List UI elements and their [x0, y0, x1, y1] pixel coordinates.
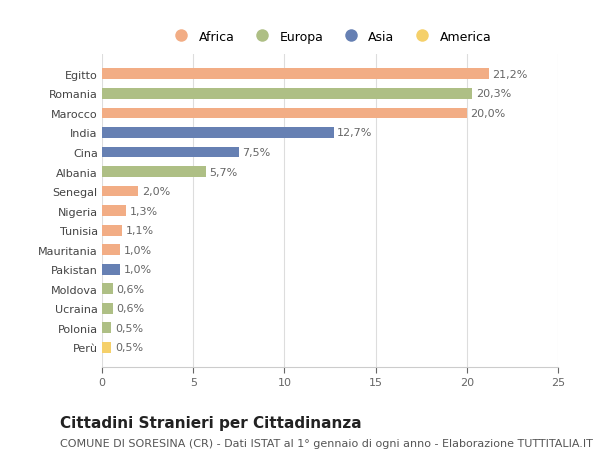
Bar [102, 186, 139, 197]
Bar [102, 108, 467, 119]
Text: 0,5%: 0,5% [115, 343, 143, 353]
Text: 2,0%: 2,0% [142, 187, 170, 196]
Bar [102, 303, 113, 314]
Bar [102, 89, 472, 100]
Text: 20,0%: 20,0% [470, 109, 506, 118]
Text: 0,5%: 0,5% [115, 323, 143, 333]
Bar [102, 264, 120, 275]
Bar [102, 206, 126, 217]
Text: 1,1%: 1,1% [126, 226, 154, 235]
Text: COMUNE DI SORESINA (CR) - Dati ISTAT al 1° gennaio di ogni anno - Elaborazione T: COMUNE DI SORESINA (CR) - Dati ISTAT al … [60, 438, 593, 448]
Bar [102, 167, 206, 178]
Bar [102, 147, 239, 158]
Text: 1,0%: 1,0% [124, 245, 152, 255]
Bar [102, 323, 111, 334]
Bar [102, 225, 122, 236]
Bar [102, 245, 120, 256]
Text: 5,7%: 5,7% [209, 167, 238, 177]
Bar [102, 69, 488, 80]
Bar [102, 284, 113, 295]
Text: 21,2%: 21,2% [493, 70, 528, 79]
Bar [102, 128, 334, 139]
Text: 7,5%: 7,5% [242, 148, 271, 157]
Text: 1,0%: 1,0% [124, 265, 152, 274]
Text: 12,7%: 12,7% [337, 128, 373, 138]
Legend: Africa, Europa, Asia, America: Africa, Europa, Asia, America [165, 27, 495, 47]
Text: 0,6%: 0,6% [116, 284, 145, 294]
Text: 0,6%: 0,6% [116, 304, 145, 313]
Text: 20,3%: 20,3% [476, 89, 511, 99]
Bar [102, 342, 111, 353]
Text: 1,3%: 1,3% [130, 206, 157, 216]
Text: Cittadini Stranieri per Cittadinanza: Cittadini Stranieri per Cittadinanza [60, 415, 362, 431]
